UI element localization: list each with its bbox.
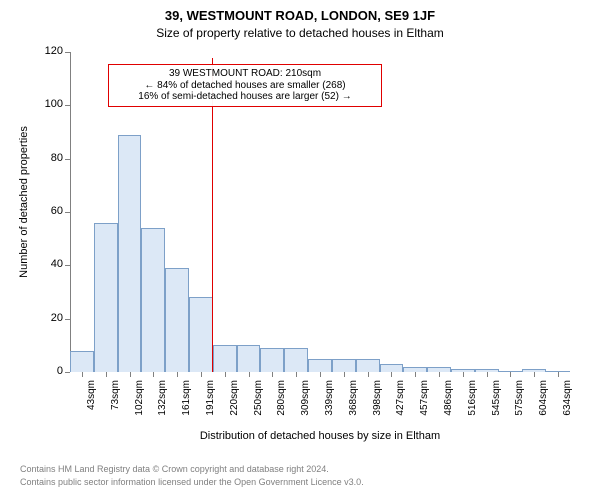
x-tick-label: 545sqm: [491, 380, 502, 424]
x-tick-label: 339sqm: [324, 380, 335, 424]
histogram-bar: [284, 348, 308, 372]
x-tick-label: 516sqm: [467, 380, 478, 424]
chart-subtitle: Size of property relative to detached ho…: [0, 26, 600, 40]
histogram-bar: [94, 223, 118, 372]
x-tick-label: 43sqm: [86, 380, 97, 424]
x-tick: [344, 372, 345, 377]
chart-title: 39, WESTMOUNT ROAD, LONDON, SE9 1JF: [0, 8, 600, 23]
y-tick: [65, 265, 70, 266]
histogram-bar: [356, 359, 380, 372]
y-tick: [65, 159, 70, 160]
histogram-bar: [332, 359, 356, 372]
x-tick: [463, 372, 464, 377]
y-axis-line: [70, 52, 71, 372]
x-tick: [415, 372, 416, 377]
histogram-bar: [380, 364, 404, 372]
x-tick-label: 604sqm: [538, 380, 549, 424]
x-tick-label: 73sqm: [110, 380, 121, 424]
x-tick: [391, 372, 392, 377]
x-tick-label: 220sqm: [229, 380, 240, 424]
x-tick-label: 368sqm: [348, 380, 359, 424]
histogram-bar: [118, 135, 142, 372]
histogram-bar: [308, 359, 332, 372]
x-tick: [177, 372, 178, 377]
x-tick-label: 427sqm: [395, 380, 406, 424]
y-tick: [65, 372, 70, 373]
y-tick-label: 0: [35, 365, 63, 377]
annotation-line: 39 WESTMOUNT ROAD: 210sqm: [115, 68, 375, 80]
x-tick: [225, 372, 226, 377]
y-tick-label: 100: [35, 98, 63, 110]
x-tick: [82, 372, 83, 377]
page: 39, WESTMOUNT ROAD, LONDON, SE9 1JF Size…: [0, 0, 600, 500]
histogram-bar: [189, 297, 213, 372]
x-tick-label: 575sqm: [514, 380, 525, 424]
x-tick-label: 280sqm: [276, 380, 287, 424]
x-tick: [130, 372, 131, 377]
x-tick: [487, 372, 488, 377]
x-tick: [534, 372, 535, 377]
chart-plot-area: 02040608010012043sqm73sqm102sqm132sqm161…: [70, 52, 570, 372]
annotation-box: 39 WESTMOUNT ROAD: 210sqm← 84% of detach…: [108, 64, 382, 107]
x-tick: [439, 372, 440, 377]
x-tick-label: 250sqm: [253, 380, 264, 424]
y-tick-label: 60: [35, 205, 63, 217]
y-tick-label: 40: [35, 258, 63, 270]
x-tick-label: 161sqm: [181, 380, 192, 424]
histogram-bar: [260, 348, 284, 372]
x-tick-label: 309sqm: [300, 380, 311, 424]
y-axis-label: Number of detached properties: [18, 102, 30, 302]
x-tick-label: 634sqm: [562, 380, 573, 424]
x-tick: [510, 372, 511, 377]
x-tick: [249, 372, 250, 377]
x-tick-label: 102sqm: [134, 380, 145, 424]
y-tick-label: 120: [35, 45, 63, 57]
x-tick-label: 132sqm: [157, 380, 168, 424]
histogram-bar: [141, 228, 165, 372]
x-tick-label: 398sqm: [372, 380, 383, 424]
x-tick-label: 191sqm: [205, 380, 216, 424]
y-tick: [65, 52, 70, 53]
y-tick: [65, 105, 70, 106]
x-tick: [368, 372, 369, 377]
x-tick: [296, 372, 297, 377]
x-tick: [106, 372, 107, 377]
x-tick: [201, 372, 202, 377]
footer-line-1: Contains HM Land Registry data © Crown c…: [20, 464, 329, 474]
x-tick: [558, 372, 559, 377]
x-axis-label: Distribution of detached houses by size …: [70, 430, 570, 442]
x-tick: [153, 372, 154, 377]
footer-line-2: Contains public sector information licen…: [20, 477, 364, 487]
annotation-line: 16% of semi-detached houses are larger (…: [115, 91, 375, 103]
y-tick: [65, 212, 70, 213]
histogram-bar: [70, 351, 94, 372]
histogram-bar: [165, 268, 189, 372]
y-tick-label: 80: [35, 152, 63, 164]
histogram-bar: [237, 345, 261, 372]
y-tick-label: 20: [35, 312, 63, 324]
histogram-bar: [213, 345, 237, 372]
x-tick: [320, 372, 321, 377]
x-tick: [272, 372, 273, 377]
annotation-line: ← 84% of detached houses are smaller (26…: [115, 80, 375, 92]
x-tick-label: 486sqm: [443, 380, 454, 424]
y-tick: [65, 319, 70, 320]
x-tick-label: 457sqm: [419, 380, 430, 424]
